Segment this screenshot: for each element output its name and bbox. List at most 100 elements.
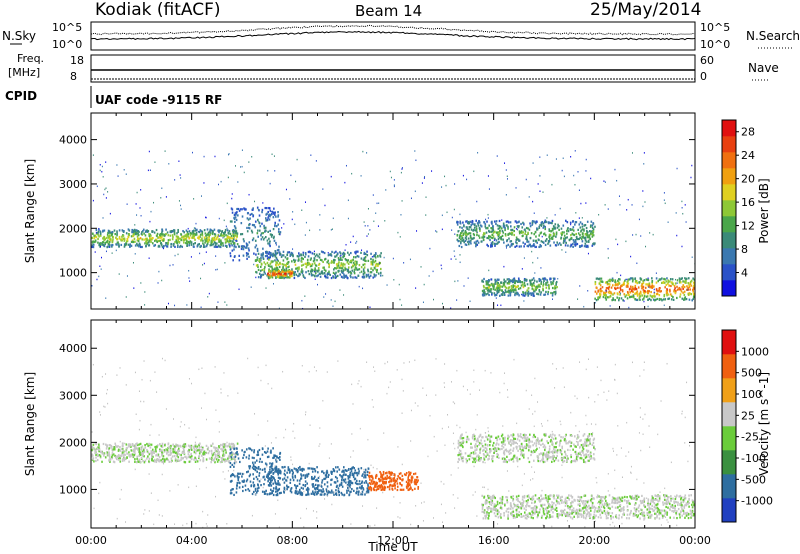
power-sample <box>676 285 678 288</box>
power-sample <box>486 227 489 230</box>
power-speck <box>543 281 545 284</box>
velocity-sample <box>183 445 186 449</box>
velocity-sample <box>261 468 264 471</box>
power-sample <box>606 283 609 286</box>
colorbar-tick-label: 20 <box>741 173 755 186</box>
velocity-sample <box>252 473 254 476</box>
power-speck <box>314 270 316 273</box>
velocity-sample <box>393 473 396 476</box>
power-sample <box>478 221 481 224</box>
power-sample <box>240 245 243 248</box>
velocity-sample <box>137 460 139 463</box>
velocity-sample <box>213 452 216 455</box>
velocity-sample <box>230 492 233 495</box>
power-speck <box>459 261 461 264</box>
power-sample <box>475 240 478 243</box>
velocity-sample <box>274 469 277 472</box>
power-sample <box>336 252 339 255</box>
power-sample <box>464 243 467 246</box>
power-sample <box>554 287 557 290</box>
power-speck <box>685 221 687 223</box>
velocity-sample <box>214 448 217 451</box>
velocity-sample <box>95 442 98 446</box>
power-sample <box>298 274 300 277</box>
power-sample <box>581 240 584 243</box>
power-sample <box>174 245 176 248</box>
velocity-sample <box>119 445 121 449</box>
velocity-sample <box>181 451 184 455</box>
power-sample <box>574 223 576 226</box>
power-sample <box>509 280 511 283</box>
velocity-sample <box>120 454 123 457</box>
power-speck <box>451 229 453 231</box>
velocity-sample <box>245 480 248 483</box>
power-sample <box>663 281 666 284</box>
power-speck <box>469 300 471 303</box>
power-sample <box>597 298 599 301</box>
power-speck <box>363 257 365 259</box>
power-sample <box>510 291 512 294</box>
power-sample <box>486 236 488 240</box>
power-speck <box>523 300 525 302</box>
velocity-sample <box>161 444 164 447</box>
power-sample <box>634 292 637 295</box>
power-sample <box>363 270 365 273</box>
power-speck <box>344 249 346 251</box>
power-sample <box>549 278 551 281</box>
power-sample <box>378 262 380 266</box>
colorbar-tick-label: 12 <box>741 220 755 233</box>
velocity-sample <box>273 477 275 480</box>
velocity-sample <box>335 466 337 469</box>
power-sample <box>462 239 464 242</box>
power-sample <box>373 273 376 276</box>
velocity-sample <box>147 455 149 458</box>
power-sample <box>315 264 318 267</box>
power-sample <box>523 291 525 295</box>
power-sample <box>336 266 339 269</box>
power-sample <box>543 277 545 280</box>
velocity-sample <box>129 455 132 458</box>
power-speck <box>377 225 379 227</box>
power-speck <box>305 221 307 224</box>
power-sample <box>169 238 171 241</box>
power-sample <box>638 297 641 300</box>
power-speck <box>521 268 523 270</box>
power-speck <box>257 220 259 223</box>
power-sample <box>482 238 485 241</box>
power-sample <box>483 294 486 297</box>
power-sample <box>139 245 142 249</box>
power-speck <box>534 272 536 274</box>
power-speck <box>220 180 222 183</box>
power-speck <box>144 304 146 306</box>
velocity-sample <box>95 453 97 456</box>
power-sample <box>470 228 473 231</box>
velocity-sample <box>310 492 313 495</box>
power-speck <box>506 178 508 180</box>
velocity-sample <box>98 454 101 457</box>
power-sample <box>282 254 285 257</box>
power-sample <box>527 287 530 290</box>
power-speck <box>440 264 442 267</box>
colorbar-swatch <box>722 120 736 137</box>
power-sample <box>495 293 498 296</box>
power-sample <box>507 287 510 290</box>
power-sample <box>260 238 263 241</box>
power-sample <box>540 291 542 294</box>
velocity-sample <box>270 477 273 480</box>
velocity-sample <box>265 489 267 492</box>
power-sample <box>353 263 356 266</box>
power-sample <box>351 259 353 262</box>
power-sample <box>259 276 262 279</box>
power-sample <box>678 277 681 280</box>
power-sample <box>211 238 213 241</box>
power-sample <box>632 290 634 294</box>
power-sample <box>116 243 118 246</box>
velocity-sample <box>388 472 391 475</box>
power-sample <box>555 231 558 234</box>
power-sample <box>274 271 277 274</box>
power-sample <box>565 241 567 244</box>
power-sample <box>491 222 493 225</box>
power-sample <box>494 280 497 284</box>
power-sample <box>667 281 670 284</box>
power-sample <box>255 253 257 256</box>
